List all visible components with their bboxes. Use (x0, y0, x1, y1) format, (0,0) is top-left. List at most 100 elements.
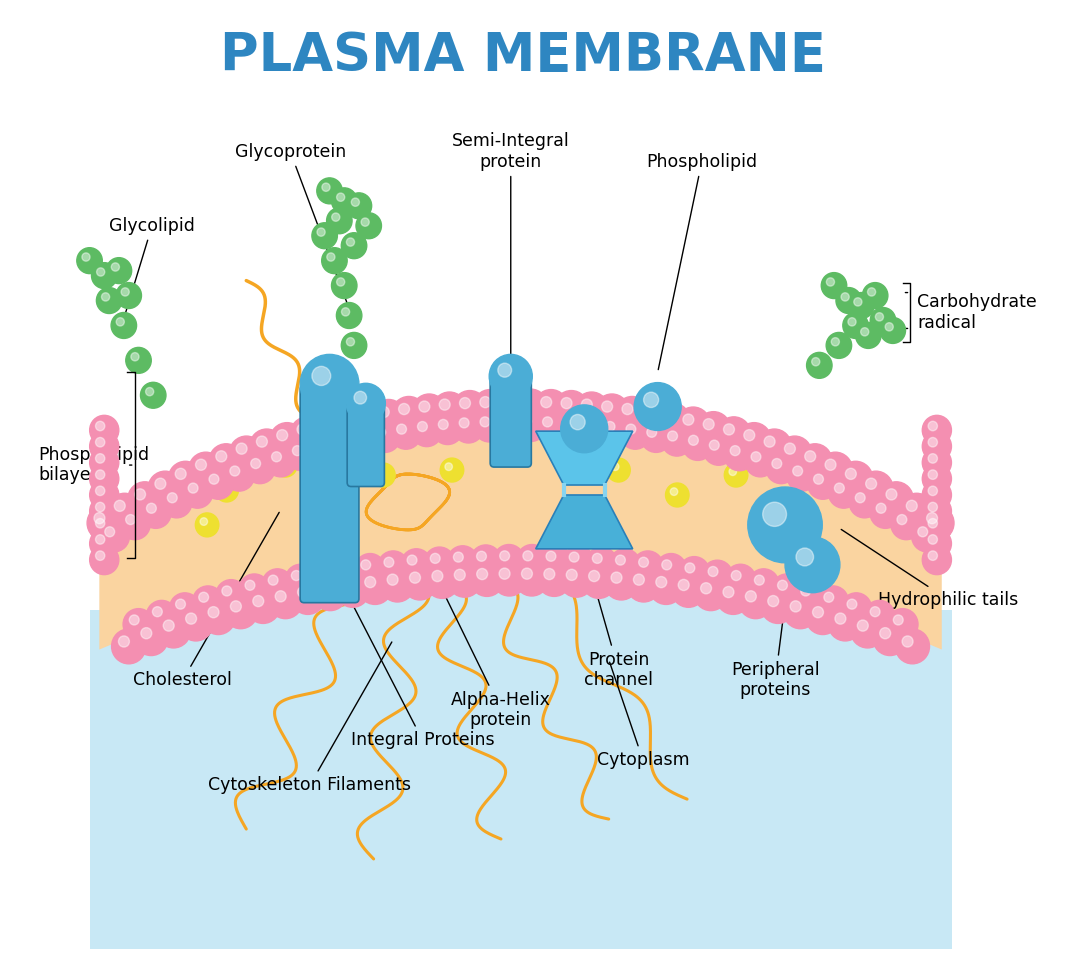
Circle shape (818, 452, 852, 487)
Circle shape (685, 563, 694, 573)
Circle shape (182, 477, 213, 509)
Circle shape (783, 488, 806, 512)
Circle shape (514, 562, 548, 596)
Text: Cytoskeleton Filaments: Cytoskeleton Filaments (209, 642, 411, 794)
Circle shape (185, 613, 197, 624)
Polygon shape (99, 416, 941, 650)
Text: Phospholipid
bilayer: Phospholipid bilayer (38, 446, 150, 484)
Circle shape (209, 444, 243, 478)
Circle shape (661, 424, 692, 456)
Circle shape (141, 382, 166, 409)
Circle shape (459, 398, 471, 409)
Circle shape (570, 415, 585, 430)
Circle shape (384, 558, 394, 567)
Circle shape (154, 478, 166, 489)
Circle shape (785, 443, 796, 454)
Circle shape (128, 482, 162, 516)
Circle shape (563, 546, 594, 577)
Circle shape (671, 572, 706, 608)
Circle shape (758, 517, 766, 525)
Circle shape (542, 416, 553, 427)
Circle shape (846, 468, 856, 479)
Circle shape (792, 466, 803, 476)
Circle shape (771, 574, 802, 606)
Circle shape (131, 353, 140, 361)
FancyBboxPatch shape (490, 377, 531, 467)
Circle shape (922, 480, 951, 510)
Circle shape (163, 620, 175, 631)
Circle shape (398, 404, 410, 415)
Circle shape (922, 496, 951, 526)
FancyBboxPatch shape (300, 385, 359, 603)
Circle shape (643, 392, 658, 408)
Circle shape (708, 566, 718, 576)
Text: Hydrophilic tails: Hydrophilic tails (841, 529, 1018, 609)
Circle shape (169, 593, 200, 624)
Circle shape (906, 500, 917, 512)
Circle shape (96, 486, 104, 496)
Circle shape (332, 488, 356, 512)
Circle shape (885, 322, 894, 331)
Circle shape (376, 467, 383, 475)
Circle shape (633, 551, 663, 582)
Circle shape (309, 561, 339, 592)
Circle shape (928, 535, 937, 544)
Circle shape (585, 419, 594, 429)
Circle shape (331, 407, 365, 442)
Ellipse shape (104, 411, 937, 829)
Circle shape (832, 464, 855, 487)
Circle shape (560, 405, 608, 453)
Circle shape (216, 579, 247, 612)
Circle shape (589, 570, 600, 581)
Bar (89, 610, 951, 949)
Circle shape (341, 332, 366, 359)
Circle shape (189, 452, 223, 487)
Circle shape (285, 564, 316, 596)
Circle shape (887, 609, 918, 640)
Circle shape (501, 416, 511, 426)
Circle shape (351, 403, 386, 438)
Circle shape (678, 557, 709, 588)
Circle shape (106, 258, 132, 283)
Circle shape (738, 584, 773, 618)
Circle shape (222, 586, 232, 596)
Circle shape (922, 464, 951, 494)
Circle shape (157, 613, 191, 648)
Circle shape (641, 421, 672, 453)
Circle shape (688, 435, 699, 445)
Circle shape (495, 410, 525, 441)
Text: Cytoplasm: Cytoplasm (596, 662, 689, 769)
Circle shape (697, 412, 731, 447)
Circle shape (894, 614, 903, 625)
Circle shape (358, 569, 392, 605)
Circle shape (849, 486, 880, 517)
Circle shape (678, 579, 689, 591)
Circle shape (829, 477, 859, 509)
Circle shape (337, 277, 345, 286)
Circle shape (432, 414, 463, 445)
Circle shape (209, 474, 219, 484)
FancyBboxPatch shape (347, 404, 384, 486)
Circle shape (89, 464, 119, 494)
Circle shape (857, 620, 868, 631)
Circle shape (407, 555, 417, 565)
Circle shape (838, 462, 873, 496)
Circle shape (195, 513, 218, 537)
Circle shape (814, 474, 823, 484)
Circle shape (202, 467, 233, 499)
Circle shape (662, 410, 673, 421)
Circle shape (439, 419, 448, 429)
Text: Glycoprotein: Glycoprotein (234, 143, 348, 306)
Circle shape (835, 613, 846, 624)
Circle shape (77, 248, 102, 273)
Circle shape (129, 614, 140, 625)
Circle shape (252, 596, 264, 607)
Circle shape (477, 568, 488, 579)
Circle shape (501, 396, 511, 408)
Circle shape (269, 422, 305, 458)
Circle shape (744, 446, 775, 477)
Circle shape (683, 414, 694, 425)
Circle shape (275, 591, 286, 602)
Circle shape (826, 332, 852, 359)
Circle shape (108, 493, 142, 528)
